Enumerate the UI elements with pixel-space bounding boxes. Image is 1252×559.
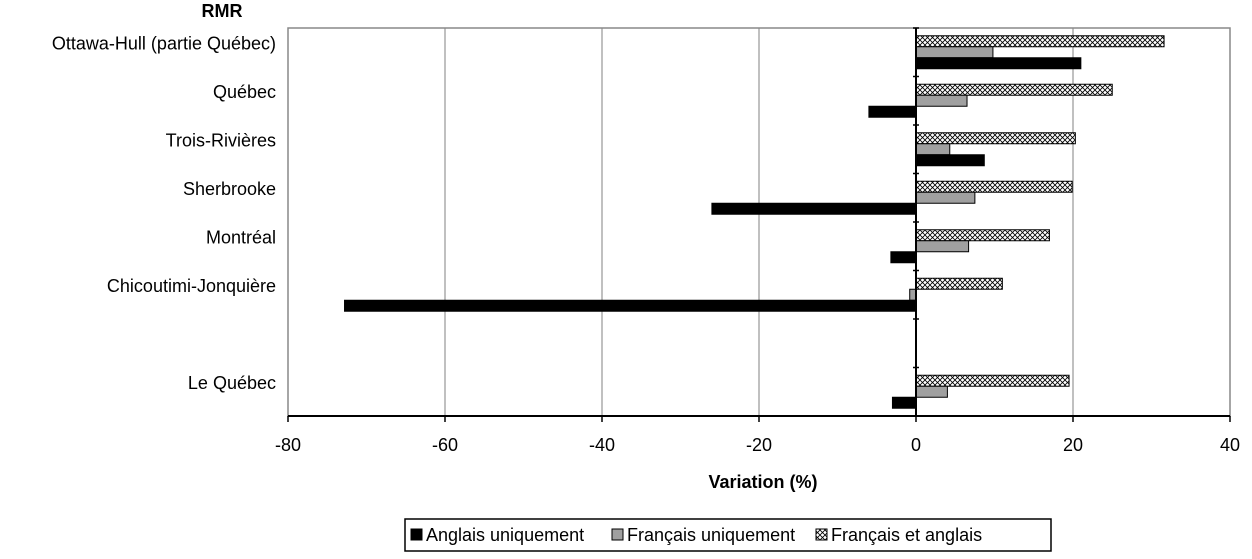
category-labels: Ottawa-Hull (partie Québec) Québec Trois-R… bbox=[52, 33, 276, 393]
category-label: Sherbrooke bbox=[183, 179, 276, 199]
x-tick-label: 20 bbox=[1063, 435, 1083, 455]
legend-swatch bbox=[410, 528, 423, 541]
bar-fran-ais-et-anglais bbox=[915, 35, 1165, 48]
bar-fran-ais-et-anglais bbox=[915, 277, 1003, 290]
x-axis-title: Variation (%) bbox=[708, 472, 817, 492]
bar-fran-ais-et-anglais bbox=[915, 180, 1073, 193]
legend-label: Anglais uniquement bbox=[426, 525, 584, 545]
legend-label: Français uniquement bbox=[627, 525, 795, 545]
x-tick-labels: -80 -60 -40 -20 0 20 40 bbox=[275, 435, 1240, 455]
bars bbox=[344, 35, 1165, 409]
bar-fran-ais-et-anglais bbox=[915, 83, 1113, 96]
bar-fran-ais-uniquement bbox=[915, 94, 968, 107]
y-axis-title: RMR bbox=[202, 1, 243, 21]
legend-swatch bbox=[611, 528, 624, 541]
bar-fran-ais-et-anglais bbox=[915, 132, 1076, 145]
x-tick-label: -80 bbox=[275, 435, 301, 455]
legend-box bbox=[404, 518, 1052, 552]
x-tick-label: 40 bbox=[1220, 435, 1240, 455]
x-tick-label: -20 bbox=[746, 435, 772, 455]
bar-anglais-uniquement bbox=[890, 251, 917, 264]
category-label: Le Québec bbox=[188, 373, 276, 393]
x-tick-label: -60 bbox=[432, 435, 458, 455]
x-tick-label: -40 bbox=[589, 435, 615, 455]
bar-anglais-uniquement bbox=[344, 299, 917, 312]
bar-anglais-uniquement bbox=[891, 396, 917, 409]
bar-fran-ais-uniquement bbox=[915, 240, 970, 253]
bar-fran-ais-uniquement bbox=[915, 46, 994, 59]
bar-fran-ais-et-anglais bbox=[915, 374, 1070, 387]
bar-fran-ais-uniquement bbox=[915, 385, 948, 398]
bar-anglais-uniquement bbox=[711, 202, 917, 215]
x-tick-label: 0 bbox=[911, 435, 921, 455]
bar-fran-ais-uniquement bbox=[915, 191, 976, 204]
legend: Anglais uniquement Français uniquement Fra… bbox=[404, 518, 1052, 552]
bar-anglais-uniquement bbox=[868, 105, 917, 118]
category-label: Montréal bbox=[206, 227, 276, 247]
legend-label: Français et anglais bbox=[831, 525, 982, 545]
category-label: Ottawa-Hull (partie Québec) bbox=[52, 33, 276, 53]
legend-swatch bbox=[815, 528, 828, 541]
bar-anglais-uniquement bbox=[915, 154, 985, 167]
category-label: Trois-Rivières bbox=[166, 130, 276, 150]
bar-anglais-uniquement bbox=[915, 57, 1082, 70]
category-label: Chicoutimi-Jonquière bbox=[107, 276, 276, 296]
bar-fran-ais-uniquement bbox=[915, 143, 951, 156]
bar-fran-ais-et-anglais bbox=[915, 229, 1050, 242]
category-label: Québec bbox=[213, 82, 276, 102]
axes bbox=[287, 27, 1231, 422]
